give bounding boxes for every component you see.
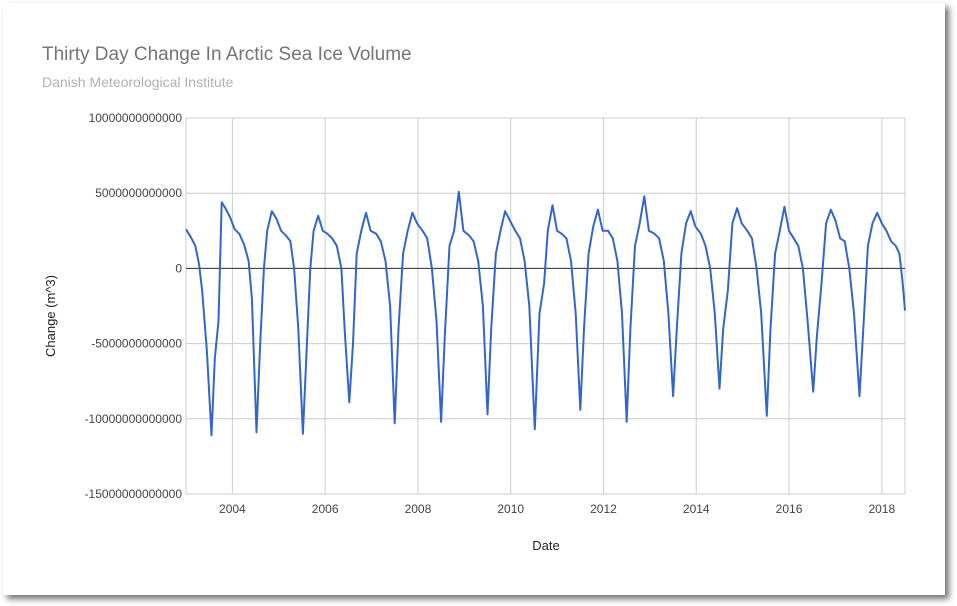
y-tick-label: 5000000000000 bbox=[95, 186, 182, 200]
x-tick-label: 2016 bbox=[776, 502, 803, 516]
gridlines bbox=[185, 117, 906, 495]
y-tick-label: 0 bbox=[175, 261, 182, 275]
y-axis-label: Change (m^3) bbox=[43, 275, 58, 357]
x-tick-label: 2010 bbox=[497, 502, 524, 516]
y-tick-label: 10000000000000 bbox=[89, 111, 183, 125]
series-line bbox=[185, 190, 906, 437]
y-tick-label: -5000000000000 bbox=[91, 337, 182, 351]
x-tick-label: 2012 bbox=[590, 502, 617, 516]
x-tick-label: 2004 bbox=[219, 502, 246, 516]
chart-title: Thirty Day Change In Arctic Sea Ice Volu… bbox=[42, 44, 412, 65]
x-tick-label: 2006 bbox=[312, 502, 339, 516]
chart-subtitle: Danish Meteorological Institute bbox=[42, 74, 234, 90]
x-axis-label: Date bbox=[532, 538, 559, 553]
chart-frame: Thirty Day Change In Arctic Sea Ice Volu… bbox=[3, 3, 945, 595]
line-chart: Thirty Day Change In Arctic Sea Ice Volu… bbox=[42, 44, 906, 553]
x-tick-label: 2014 bbox=[683, 502, 710, 516]
y-tick-label: -15000000000000 bbox=[85, 487, 183, 501]
x-tick-label: 2018 bbox=[868, 502, 895, 516]
tick-labels: 10000000000000 5000000000000 0 -50000000000… bbox=[85, 111, 896, 516]
y-tick-label: -10000000000000 bbox=[85, 412, 183, 426]
x-tick-label: 2008 bbox=[405, 502, 432, 516]
